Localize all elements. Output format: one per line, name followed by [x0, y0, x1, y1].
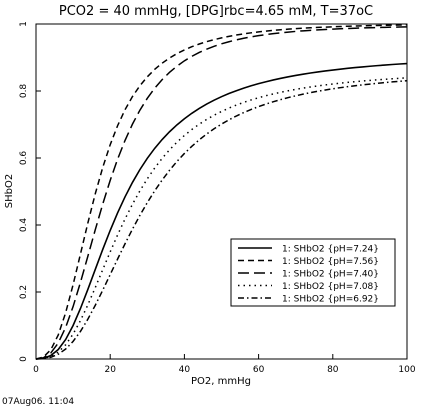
- legend: 1: SHbO2 {pH=7.24} 1: SHbO2 {pH=7.56} 1: S…: [230, 238, 396, 307]
- legend-label-4: 1: SHbO2 {pH=7.08}: [282, 282, 379, 292]
- legend-label-5: 1: SHbO2 {pH=6.92}: [282, 295, 379, 305]
- y-tick-label: 0.8: [19, 84, 29, 99]
- x-tick-label: 60: [253, 365, 265, 375]
- y-axis: 0 0.2 0.4 0.6 0.8 1: [19, 21, 41, 362]
- x-tick-label: 0: [33, 365, 39, 375]
- series-line-5: [35, 80, 408, 360]
- x-tick-label: 100: [398, 365, 415, 375]
- series-line-2: [35, 24, 408, 360]
- y-tick-label: 0.6: [19, 151, 29, 166]
- series-line-3: [35, 26, 408, 360]
- legend-label-1: 1: SHbO2 {pH=7.24}: [282, 245, 379, 255]
- y-tick-label: 0: [19, 356, 29, 362]
- series-lines: [35, 24, 408, 360]
- series-line-4: [35, 77, 408, 360]
- x-axis: 0 20 40 60 80 100: [33, 354, 416, 375]
- series-line-1: [35, 62, 408, 360]
- y-axis-label: SHbO2: [4, 174, 15, 208]
- footer-timestamp: 07Aug06. 11:04: [2, 397, 74, 407]
- legend-label-3: 1: SHbO2 {pH=7.40}: [282, 270, 379, 280]
- plot-frame: [35, 23, 408, 360]
- y-tick-label: 0.4: [19, 218, 29, 233]
- chart-title: PCO2 = 40 mmHg, [DPG]rbc=4.65 mM, T=37oC: [59, 4, 373, 19]
- x-tick-label: 40: [179, 365, 191, 375]
- y-tick-label: 0.2: [19, 285, 29, 299]
- x-axis-label: PO2, mmHg: [191, 376, 251, 387]
- x-tick-label: 20: [104, 365, 116, 375]
- x-tick-label: 80: [327, 365, 339, 375]
- legend-label-2: 1: SHbO2 {pH=7.56}: [282, 257, 379, 267]
- y-tick-label: 1: [19, 21, 29, 27]
